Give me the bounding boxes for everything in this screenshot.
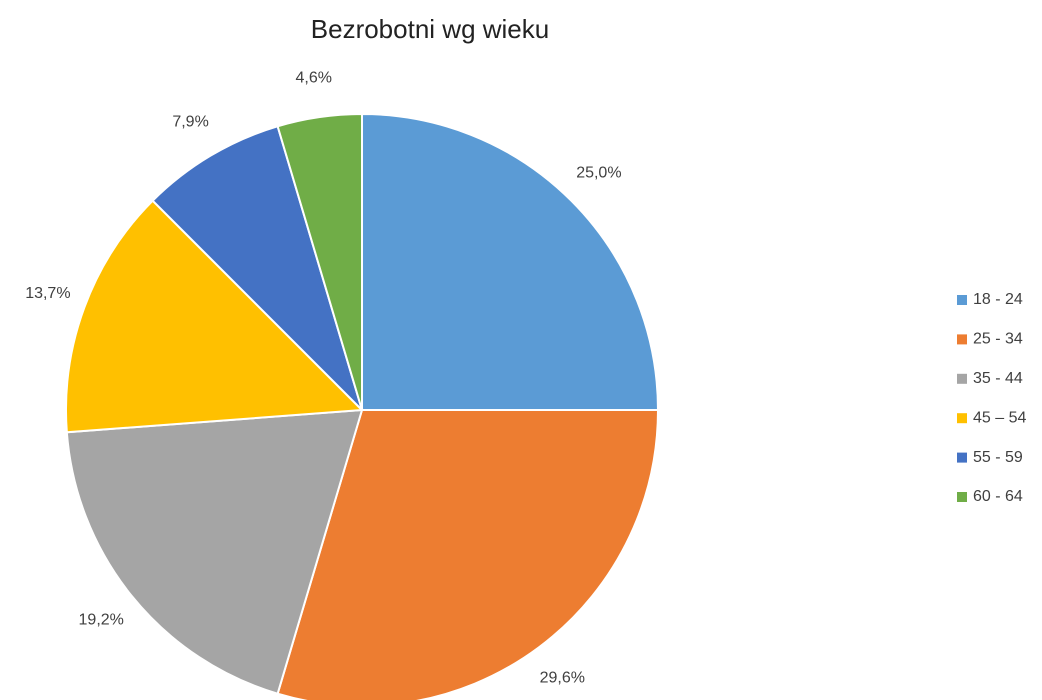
chart-title: Bezrobotni wg wieku <box>311 14 549 44</box>
pie-slice <box>276 409 660 700</box>
pie-slice <box>65 199 365 434</box>
legend-label: 18 - 24 <box>973 291 1023 308</box>
data-label: 7,9% <box>172 113 208 130</box>
data-label: 13,7% <box>25 285 70 302</box>
pie-slice <box>151 125 363 411</box>
pie-slice <box>361 112 660 411</box>
data-label: 29,6% <box>540 670 585 687</box>
legend-swatch <box>957 492 967 502</box>
pie-slice <box>276 112 363 411</box>
legend-label: 45 – 54 <box>973 409 1026 426</box>
legend-swatch <box>957 334 967 345</box>
legend-swatch <box>957 373 967 384</box>
data-label: 19,2% <box>79 611 124 628</box>
legend-swatch <box>957 295 967 305</box>
legend-swatch <box>957 452 967 463</box>
data-label: 25,0% <box>576 164 621 181</box>
data-label: 4,6% <box>296 70 332 87</box>
legend-label: 25 - 34 <box>973 331 1023 348</box>
legend-label: 55 - 59 <box>973 449 1023 466</box>
legend-swatch <box>957 413 967 424</box>
legend-label: 35 - 44 <box>973 370 1023 387</box>
legend-label: 60 - 64 <box>973 488 1023 505</box>
pie-slice <box>65 408 364 695</box>
